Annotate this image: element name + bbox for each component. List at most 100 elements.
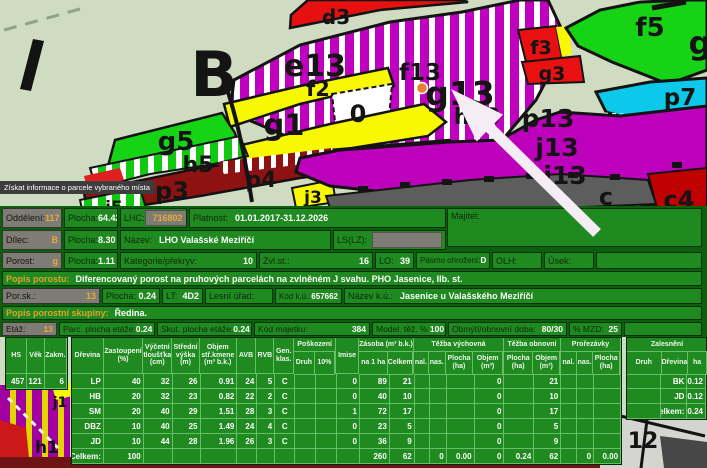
table-cell: JD [72, 434, 104, 449]
table-header-row: HS Věk Zakm. [6, 338, 67, 374]
map-label-g3: g3 [539, 63, 566, 85]
table-cell [577, 374, 595, 389]
table-cell: 89 [359, 374, 390, 389]
column-subheader: Objem (m³) [473, 352, 503, 375]
map-label-d3: d3 [322, 5, 350, 29]
parcel-c4[interactable] [646, 166, 707, 216]
map-label-g-right: g [689, 24, 707, 62]
field-kod-majetku: Kód majetku: 384 [254, 322, 370, 336]
table-cell: 100 [103, 449, 144, 464]
table-cell [414, 404, 430, 419]
map-label-j1: j1 [52, 395, 68, 411]
table-row: HB 20 32 23 0.82 22 2 C 0 40 10 0 10 [72, 389, 622, 404]
parcel-g3[interactable] [520, 54, 586, 86]
table-cell: 20 [103, 404, 144, 419]
field-parc-plocha: Parc. plocha etáže: 0.24 [59, 322, 155, 336]
table-cell [594, 419, 622, 434]
column-header: Výčetní tloušťka (cm) [143, 338, 173, 374]
table-cell: 40 [143, 419, 173, 434]
map-tooltip-text: Získat informace o parcele vybraného mís… [4, 183, 150, 192]
table-cell: 0 [429, 449, 447, 464]
field-lo: LO: 39 [375, 252, 414, 269]
table-cell: 0 [337, 419, 360, 434]
field-obmyti: Obmýtí/obnovní doba: 80/30 [448, 322, 567, 336]
map-tooltip: Získat informace o parcele vybraného mís… [0, 181, 155, 194]
table-cell [594, 389, 622, 404]
table-cell [295, 404, 317, 419]
field-plocha-oddeleni: Plocha: 64.42 [64, 208, 118, 228]
table-row: 457 121 6 [6, 374, 67, 389]
table-cell: C [275, 404, 296, 419]
column-subheader: na 1 ha [358, 352, 389, 375]
table-cell [275, 449, 296, 464]
column-subheader: Plocha (ha) [593, 352, 620, 375]
column-header: Věk [27, 338, 45, 374]
field-usek-value [596, 252, 702, 269]
table-cell [577, 389, 595, 404]
table-cell: C [275, 419, 296, 434]
parcel-f5[interactable] [563, 0, 707, 86]
column-group-label: Těžba obnovní [503, 338, 560, 352]
column-group-label: Zalesnění [627, 338, 707, 352]
table-cell: 62 [389, 449, 415, 464]
table-cell [446, 374, 475, 389]
table-cell [429, 404, 447, 419]
map-label-B: B [190, 38, 237, 111]
table-cell: 6 [44, 374, 67, 389]
table-cell: 23 [359, 419, 390, 434]
table-row: BK 0.12 [627, 374, 706, 389]
table-cell [561, 419, 578, 434]
table-cell: 10 [534, 389, 562, 404]
map-label-e13: e13 [284, 49, 346, 84]
table-cell: 25 [172, 419, 201, 434]
column-subheader-row: nal. nas. Plocha (ha) [560, 352, 620, 375]
table-cell: HB [72, 389, 104, 404]
field-plocha-dilec: Plocha: 8.30 [64, 230, 118, 250]
table-row: JD 10 44 28 1.96 26 3 C 0 36 9 0 9 [72, 434, 622, 449]
parcel-d3[interactable] [288, 0, 469, 30]
field-platnost: Platnost: 01.01.2017-31.12.2026 [189, 208, 446, 228]
table-cell: 32 [143, 389, 173, 404]
table-cell: 0.00 [594, 449, 622, 464]
map-label-f13: f13 [399, 60, 441, 86]
field-zvlst: Zvl.st.: 16 [259, 252, 373, 269]
column-subheader: 10% [314, 352, 336, 375]
map-survey-line [6, 396, 60, 450]
field-plocha-porost: Plocha: 1.11 [64, 252, 118, 269]
column-subheader-row: Druh 10% [294, 352, 336, 375]
stand-summary-table: HS Věk Zakm. 457 121 6 [5, 337, 68, 390]
column-group: Těžba obnovní Plocha (ha) Objem (m³) [503, 338, 561, 375]
table-cell: Celkem: [72, 449, 104, 464]
table-cell [414, 374, 430, 389]
table-cell: 26 [237, 434, 258, 449]
table-cell: 17 [389, 404, 415, 419]
table-cell: 36 [359, 434, 390, 449]
table-cell [627, 374, 662, 389]
map-label-h5: h5 [183, 153, 214, 178]
map-label-j3: j3 [303, 188, 322, 208]
table-cell: 9 [534, 434, 562, 449]
table-cell: 1.51 [200, 404, 238, 419]
field-pasmo: Pásmo ohrožení: D [416, 252, 490, 269]
column-subheader-row: na 1 ha Celkem [358, 352, 413, 375]
table-header-row: Zalesnění Druh Dřevina ha [627, 338, 707, 375]
table-cell [429, 389, 447, 404]
map-label-p3: p3 [155, 177, 189, 205]
parcel-bottom-red [0, 420, 30, 468]
table-cell: 0 [474, 449, 505, 464]
table-cell [627, 404, 662, 419]
column-header: Imise [336, 338, 359, 374]
table-row: Celkem:0.24 [627, 404, 706, 419]
table-row: Celkem: 100 260 62 0 0.00 0 0.24 62 0 0.00 [72, 449, 622, 464]
table-cell [414, 389, 430, 404]
column-group-label: Poškození [294, 338, 336, 352]
column-subheader: ha [688, 352, 707, 375]
table-cell: 0 [474, 404, 505, 419]
map-label-g5: g5 [158, 127, 195, 157]
column-header: Zakm. [44, 338, 67, 374]
table-cell [200, 449, 238, 464]
table-cell: 22 [237, 389, 258, 404]
table-row: JD 0.12 [627, 389, 706, 404]
table-cell [577, 419, 595, 434]
table-cell: DBZ [72, 419, 104, 434]
